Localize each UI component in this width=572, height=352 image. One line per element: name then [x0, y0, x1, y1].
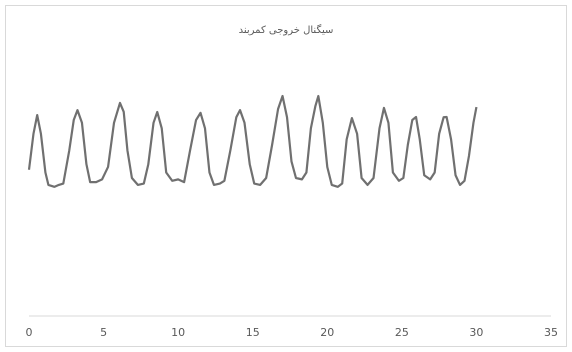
- signal-line: [27, 94, 478, 188]
- x-tick-label: 20: [320, 326, 334, 339]
- x-tick-label: 0: [26, 326, 33, 339]
- chart-title: سیگنال خروجی کمربند: [239, 24, 334, 36]
- chart-frame: [5, 5, 567, 347]
- x-tick-label: 30: [469, 326, 483, 339]
- x-tick-label: 25: [395, 326, 409, 339]
- x-tick-label: 10: [171, 326, 185, 339]
- x-tick-label: 35: [544, 326, 558, 339]
- x-tick-label: 5: [100, 326, 107, 339]
- x-tick-label: 15: [246, 326, 260, 339]
